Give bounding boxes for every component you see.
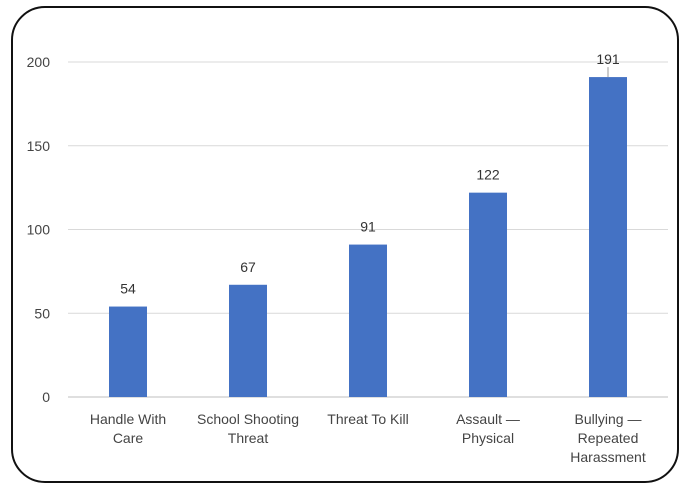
- chart-frame: [11, 6, 679, 483]
- x-axis-labels: Handle With Care School Shooting Threat Thre…: [90, 411, 646, 465]
- category-label-line: Handle With: [90, 411, 166, 427]
- category-label-line: Repeated: [578, 430, 639, 446]
- category-label: Bullying — Repeated Harassment: [570, 411, 646, 465]
- bar: [109, 306, 147, 397]
- y-tick-label: 150: [27, 138, 51, 154]
- data-label: 91: [360, 219, 376, 235]
- bar: [469, 192, 507, 397]
- y-tick-label: 200: [27, 54, 51, 70]
- bars: [109, 77, 627, 397]
- category-label-line: Assault —: [456, 411, 520, 427]
- category-label-line: Threat: [228, 430, 269, 446]
- bar: [589, 77, 627, 397]
- data-label: 122: [476, 167, 500, 183]
- category-label-line: Harassment: [570, 449, 646, 465]
- data-label: 191: [596, 51, 620, 67]
- bar: [229, 284, 267, 397]
- category-label-line: Threat To Kill: [327, 411, 408, 427]
- bar: [349, 244, 387, 397]
- y-tick-label: 50: [34, 305, 50, 321]
- category-label-line: Physical: [462, 430, 514, 446]
- category-label: Threat To Kill: [327, 411, 408, 427]
- category-label-line: School Shooting: [197, 411, 299, 427]
- category-label: School Shooting Threat: [197, 411, 299, 446]
- y-tick-label: 0: [42, 389, 50, 405]
- category-label-line: Care: [113, 430, 144, 446]
- category-label: Assault — Physical: [456, 411, 520, 446]
- data-label: 54: [120, 281, 136, 297]
- y-axis-ticks: 0 50 100 150 200: [27, 54, 51, 405]
- category-label-line: Bullying —: [575, 411, 642, 427]
- data-label: 67: [240, 259, 256, 275]
- y-tick-label: 100: [27, 222, 51, 238]
- data-labels: 54 67 91 122 191: [120, 51, 620, 296]
- category-label: Handle With Care: [90, 411, 166, 446]
